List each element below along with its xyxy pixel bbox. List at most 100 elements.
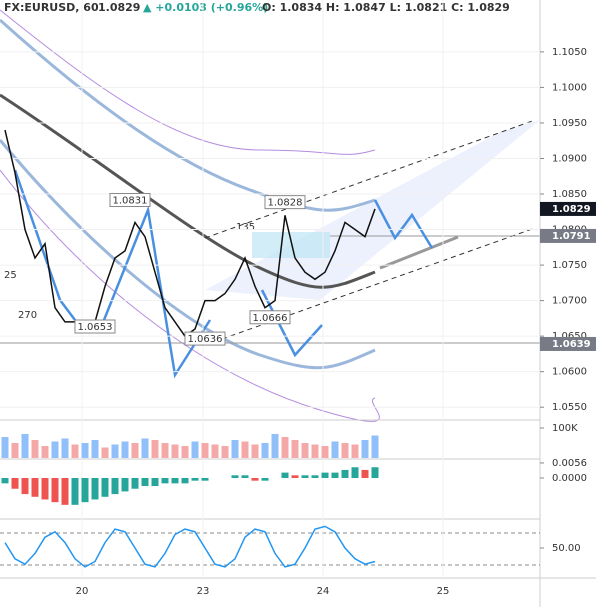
bar	[361, 469, 369, 478]
y-tick-label: 1.0850	[552, 189, 587, 200]
wave	[13, 169, 76, 321]
bar	[51, 477, 59, 503]
y-tick-label: 1.0650	[552, 331, 587, 342]
upper-band	[0, 18, 376, 212]
bar	[311, 444, 319, 458]
y-tick-label: 100K	[552, 423, 578, 434]
y-tick-label: 1.0750	[552, 260, 587, 271]
bar	[11, 477, 19, 489]
bar	[301, 443, 309, 458]
bar	[211, 444, 219, 458]
wave	[373, 199, 434, 249]
bar	[21, 477, 29, 495]
change: ▲ +0.0103 (+0.96%)	[143, 1, 268, 14]
bar	[71, 477, 79, 505]
wave	[98, 205, 212, 379]
bar	[261, 477, 269, 481]
bar	[321, 472, 329, 478]
ohlc: O: 1.0834 H: 1.0847 L: 1.0821 C: 1.0829	[262, 1, 510, 14]
x-tick-label: 25	[437, 586, 450, 597]
y-tick-label: 1.0700	[552, 296, 587, 307]
bar	[131, 477, 139, 489]
bar	[121, 477, 129, 492]
bar	[31, 440, 39, 458]
annotation-box	[264, 195, 306, 210]
last-price: 1.0829	[98, 1, 140, 14]
bar	[321, 446, 329, 458]
bar	[271, 434, 279, 458]
x-tick-label: 20	[76, 586, 89, 597]
bar	[51, 441, 59, 458]
outer-band	[0, 9, 376, 155]
y-tick-label: 1.0550	[552, 402, 587, 413]
bar	[341, 443, 349, 458]
bar	[241, 441, 249, 458]
channel-line	[204, 227, 536, 346]
price-tag	[540, 201, 596, 216]
bar	[371, 435, 379, 458]
projection	[379, 235, 459, 270]
price-tag-label: 1.0829	[552, 204, 591, 215]
bar	[341, 469, 349, 478]
bar	[141, 438, 149, 458]
bar	[11, 443, 19, 458]
bar	[41, 477, 49, 500]
bar	[291, 440, 299, 458]
bar	[331, 441, 339, 458]
bar	[121, 441, 129, 458]
price-tag-label: 1.0639	[552, 339, 591, 350]
annotation: 1.0828	[268, 198, 303, 209]
bar	[301, 475, 309, 478]
angle-label: 25	[4, 270, 17, 281]
bar	[91, 440, 99, 458]
bar	[331, 472, 339, 478]
moving-average	[0, 93, 376, 289]
bar	[141, 477, 149, 487]
annotation-box	[74, 319, 116, 334]
bar	[251, 477, 259, 481]
annotation: 1.0666	[253, 313, 288, 324]
symbol: FX:EURUSD, 60	[4, 1, 99, 14]
bar	[281, 437, 289, 458]
y-tick-label: 50.00	[552, 543, 581, 554]
bar	[201, 443, 209, 458]
bar	[91, 477, 99, 500]
y-tick-label: 1.0600	[552, 367, 587, 378]
annotation: 1.0653	[78, 322, 113, 333]
bar	[171, 477, 179, 484]
angle-label: 135	[236, 222, 255, 233]
y-tick-label: 1.0900	[552, 153, 587, 164]
bar	[181, 477, 189, 484]
bar	[161, 443, 169, 458]
bar	[291, 475, 299, 478]
bar	[31, 477, 39, 497]
price-tag	[540, 336, 596, 351]
y-tick-label: 1.1000	[552, 82, 587, 93]
bar	[1, 437, 9, 458]
bar	[311, 475, 319, 478]
annotation-box	[109, 193, 151, 208]
price-tag	[540, 228, 596, 243]
bar	[171, 444, 179, 458]
price-tag-label: 1.0791	[552, 231, 591, 242]
bar	[131, 443, 139, 458]
highlight-box	[252, 232, 330, 258]
bar	[41, 446, 49, 458]
bar	[191, 441, 199, 458]
bar	[111, 477, 119, 495]
bar	[151, 477, 159, 487]
lower-band	[0, 139, 376, 370]
bar	[101, 477, 109, 497]
bar	[151, 440, 159, 458]
series-line	[4, 525, 376, 568]
bar	[371, 467, 379, 478]
bar	[351, 467, 359, 478]
bar	[81, 443, 89, 458]
y-tick-label: 0.0056	[552, 458, 587, 469]
x-tick-label: 24	[317, 586, 330, 597]
bar	[231, 475, 239, 478]
y-tick-label: 1.0950	[552, 118, 587, 129]
bar	[181, 446, 189, 458]
